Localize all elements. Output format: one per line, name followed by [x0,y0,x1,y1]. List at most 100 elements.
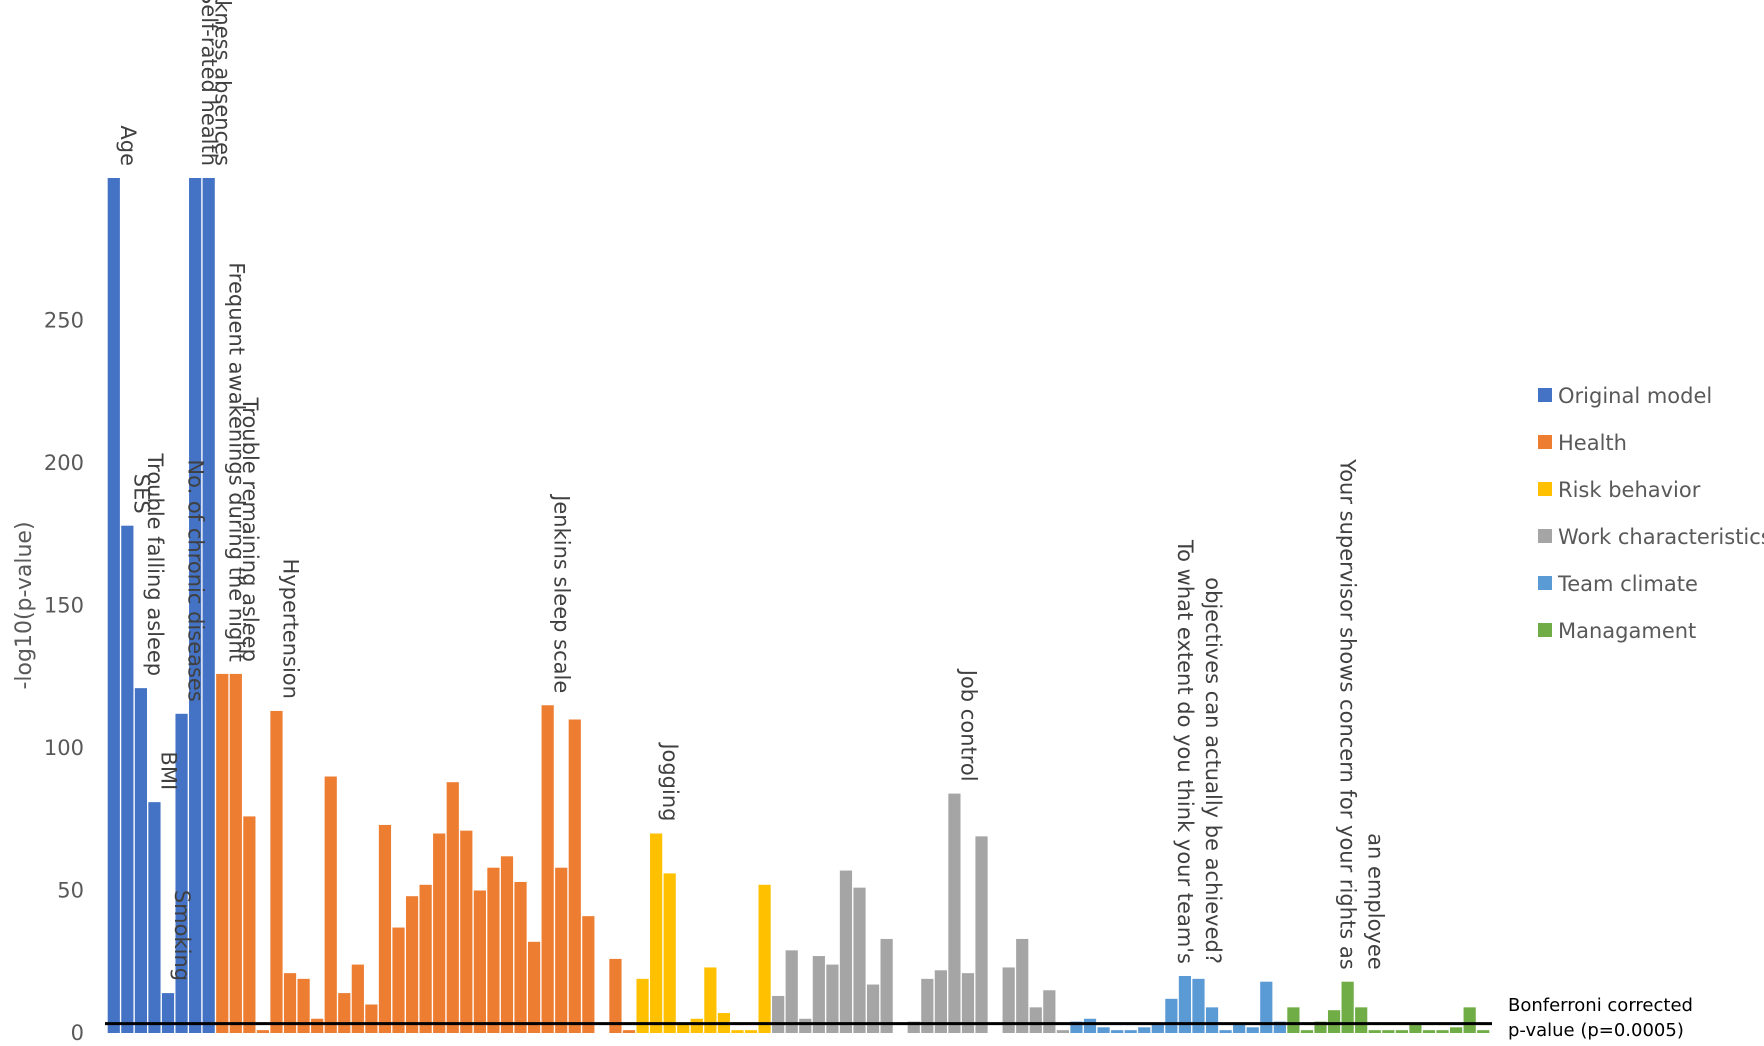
annotation-10-line-0: Hypertension [278,558,302,699]
bar-4-10 [1205,1007,1219,1033]
bar-5-11 [1436,1030,1449,1033]
bar-5-13 [1463,1007,1476,1033]
bar-1-13 [392,927,405,1033]
legend-label-2: Risk behavior [1558,478,1701,502]
bar-1-15 [419,884,432,1033]
bar-4-14 [1260,981,1273,1033]
annotation-6-line-0: Self-rated health [197,0,221,166]
bar-5-9 [1409,1024,1422,1033]
bar-0-7 [202,178,215,1033]
bar-1-4 [270,710,283,1033]
bar-3-17 [1002,967,1015,1033]
legend-swatch-0 [1538,388,1552,402]
bar-2-5 [704,967,717,1033]
bar-0-6 [189,178,202,1033]
bar-1-19 [473,890,486,1033]
bar-2-8 [744,1030,758,1033]
bar-1-27 [582,916,595,1033]
annotation-11-line-0: Jenkins sleep scale [550,493,574,693]
bar-3-15 [975,836,988,1033]
annotation-5: No. of chronic diseases [184,459,208,701]
bar-1-1 [229,673,242,1033]
bar-5-3 [1327,1010,1341,1033]
bar-1-5 [283,973,297,1033]
legend-label-0: Original model [1558,384,1712,408]
legend-swatch-5 [1538,623,1552,637]
annotation-3-line-0: BMI [156,751,180,790]
bar-2-7 [731,1030,744,1033]
y-tick-label-1: 50 [57,879,84,903]
bar-5-2 [1314,1021,1327,1033]
bar-1-29 [609,958,622,1033]
bar-1-14 [405,896,419,1033]
y-tick-label-0: 0 [71,1021,84,1045]
y-axis-label: -log10(p-value) [12,521,37,689]
annotation-15-line-1: an employee [1364,833,1388,970]
bar-3-12 [934,970,947,1033]
bar-4-15 [1273,1021,1286,1033]
bar-5-14 [1477,1030,1490,1033]
legend-label-4: Team climate [1557,572,1698,596]
bar-1-26 [568,719,581,1033]
bar-2-0 [636,978,649,1033]
bar-5-10 [1422,1030,1436,1033]
y-axis: 0 50 100 150 200 250 [44,309,84,1046]
bar-5-12 [1450,1027,1463,1033]
bar-3-11 [921,978,934,1033]
bar-2-9 [758,884,771,1033]
bar-1-24 [541,705,554,1033]
bar-4-4 [1124,1030,1137,1033]
annotation-13: Job control [956,668,980,782]
annotation-7: Previous sickness absences [211,0,235,166]
legend: Original model Health Risk behavior Work ch… [1538,384,1764,643]
bar-0-5 [175,713,188,1033]
legend-swatch-2 [1538,482,1552,496]
bar-5-7 [1382,1030,1395,1033]
bar-1-3 [256,1030,270,1033]
bar-0-2 [134,688,147,1033]
annotation-9: Trouble remaining asleep [238,397,262,662]
bar-1-7 [311,1018,324,1033]
annotation-8: Frequent awakenings during the night [224,262,248,662]
annotation-0: Age [116,125,140,166]
bar-4-0 [1070,1021,1083,1033]
annotation-4-line-0: Smoking [170,890,194,981]
bar-3-19 [1029,1007,1042,1033]
bar-3-7 [866,984,880,1033]
bar-1-6 [297,978,310,1033]
annotation-1: SES [129,474,153,514]
annotation-2: Trouble falling asleep [143,452,167,676]
annotation-13-line-0: Job control [956,668,980,782]
bar-4-8 [1178,976,1192,1033]
annotation-10: Hypertension [278,558,302,699]
bar-1-17 [446,782,459,1033]
bar-3-20 [1043,990,1056,1033]
bar-3-10 [907,1021,920,1033]
annotation-12-line-0: Jogging [658,741,682,821]
bar-3-8 [880,938,893,1033]
legend-label-1: Health [1558,431,1627,455]
bonferroni-label-line-1: p-value (p=0.0005) [1508,1020,1684,1041]
bar-5-5 [1355,1007,1368,1033]
reference-line-group: Bonferroni corrected p-value (p=0.0005) [105,995,1693,1041]
bar-1-11 [365,1004,378,1033]
annotation-5-line-0: No. of chronic diseases [184,459,208,701]
annotation-8-line-0: Frequent awakenings during the night [224,262,248,662]
bar-3-2 [799,1018,812,1033]
annotation-14: To what extent do you think your team's o… [1173,539,1225,964]
bar-1-18 [460,830,473,1033]
bar-4-9 [1192,978,1205,1033]
bar-4-13 [1246,1027,1259,1033]
bar-1-16 [433,833,446,1033]
bar-1-23 [528,941,541,1033]
bar-1-12 [378,824,392,1033]
annotation-3: BMI [156,751,180,790]
bar-4-6 [1151,1024,1164,1033]
annotation-2-line-0: Trouble falling asleep [143,452,167,676]
bar-1-22 [514,881,527,1033]
bar-1-20 [487,867,500,1033]
bar-4-1 [1083,1018,1097,1033]
bar-2-2 [663,873,676,1033]
bar-0-0 [107,178,120,1033]
annotation-4: Smoking [170,890,194,981]
